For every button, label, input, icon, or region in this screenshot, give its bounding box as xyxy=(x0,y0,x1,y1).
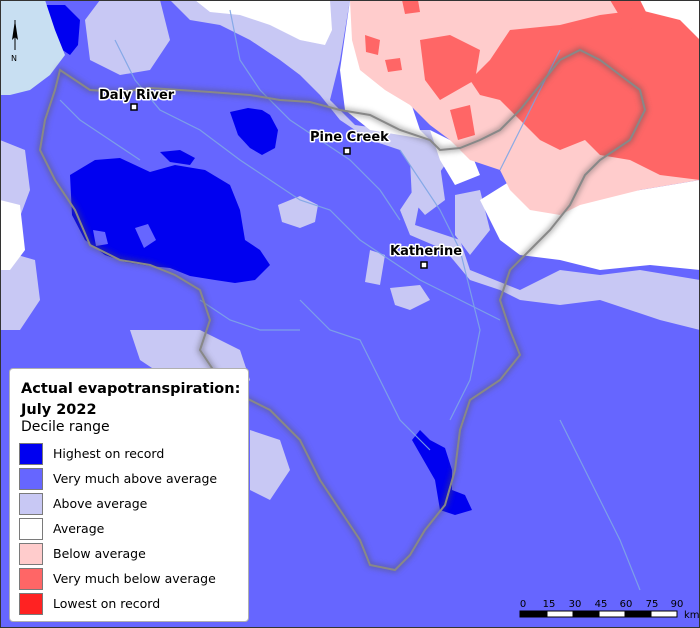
legend-label: Lowest on record xyxy=(53,596,161,611)
scale-tick-label: 0 xyxy=(520,599,526,610)
legend-item: Below average xyxy=(19,541,217,566)
legend-box: Actual evapotranspiration: July 2022 Dec… xyxy=(9,368,249,622)
legend-title: Actual evapotranspiration: July 2022 xyxy=(21,381,241,418)
town-label: Katherine xyxy=(390,244,462,259)
legend-item: Highest on record xyxy=(19,441,217,466)
town-marker xyxy=(130,103,138,111)
catchment-boundary xyxy=(38,48,647,572)
legend-item: Very much above average xyxy=(19,466,217,491)
scale-tick-label: 75 xyxy=(646,599,659,610)
legend-item: Very much below average xyxy=(19,566,217,591)
decile-above-average-regions xyxy=(0,0,700,500)
legend-label: Very much below average xyxy=(53,571,216,586)
legend-label: Above average xyxy=(53,496,148,511)
legend-label: Very much above average xyxy=(53,471,218,486)
scale-tick-label: 90 xyxy=(671,599,684,610)
legend-swatch xyxy=(19,467,43,490)
north-arrow-icon: N xyxy=(11,20,18,63)
legend-label: Highest on record xyxy=(53,446,165,461)
legend-item: Lowest on record xyxy=(19,591,217,616)
sea-area xyxy=(0,0,65,95)
legend-swatch xyxy=(19,442,43,465)
scale-tick-label: 15 xyxy=(543,599,556,610)
decile-highest-on-record-regions xyxy=(45,5,472,515)
legend-swatch xyxy=(19,567,43,590)
decile-very-much-below-regions xyxy=(365,0,700,180)
scale-tick-label: 30 xyxy=(569,599,582,610)
legend-swatch xyxy=(19,542,43,565)
town-marker xyxy=(420,261,428,269)
legend-item: Above average xyxy=(19,491,217,516)
town-label: Daly River xyxy=(99,88,175,103)
legend-label: Average xyxy=(53,521,105,536)
town-pine-creek: Pine Creek xyxy=(309,129,391,155)
town-label: Pine Creek xyxy=(310,130,389,145)
scale-unit-label: km xyxy=(684,610,700,621)
legend-item: Average xyxy=(19,516,217,541)
legend-subtitle: Decile range xyxy=(21,419,110,435)
town-katherine: Katherine xyxy=(389,243,464,269)
scale-tick-label: 45 xyxy=(595,599,608,610)
legend-list: Highest on record Very much above averag… xyxy=(19,441,217,616)
legend-label: Below average xyxy=(53,546,146,561)
scale-bar: 0 15 30 45 60 75 90 km xyxy=(519,599,700,621)
legend-swatch xyxy=(19,492,43,515)
scale-tick-label: 60 xyxy=(620,599,633,610)
svg-text:N: N xyxy=(11,54,17,63)
rivers xyxy=(59,9,641,591)
legend-swatch xyxy=(19,517,43,540)
legend-swatch xyxy=(19,592,43,615)
town-marker xyxy=(343,147,351,155)
town-daly-river: Daly River xyxy=(98,87,176,111)
